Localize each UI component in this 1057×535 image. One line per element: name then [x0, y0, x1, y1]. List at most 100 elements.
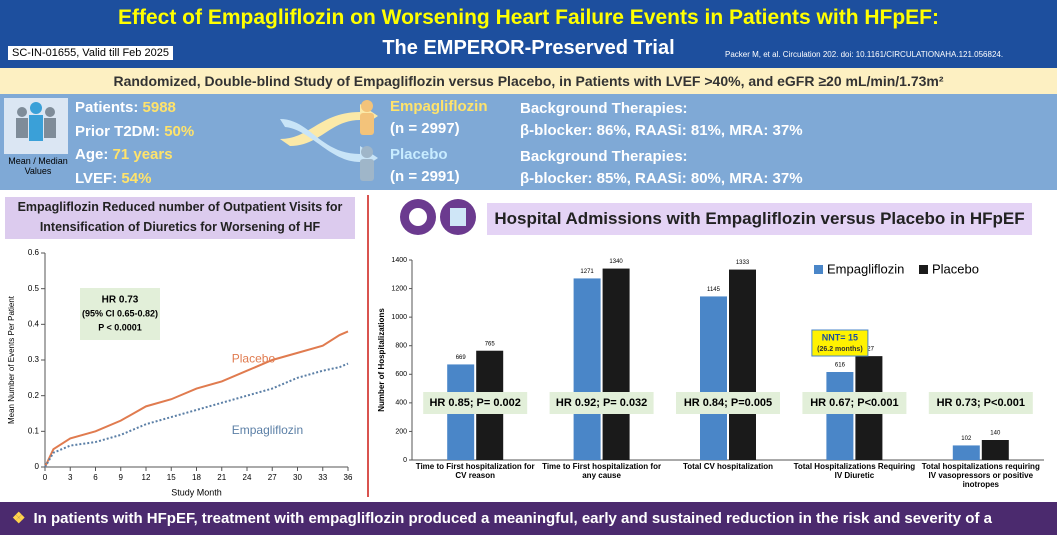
title-line: Effect of Empagliflozin on Worsening Hea… — [117, 6, 940, 29]
code: SC-IN-01655, Valid till Feb 2025 — [8, 46, 173, 60]
baseline-label: Patients: — [75, 99, 139, 116]
therapies-title: Background Therapies: — [520, 100, 688, 117]
baseline-icons — [4, 98, 378, 181]
x-tick-label: 30 — [293, 473, 302, 482]
hr-label: HR 0.92; P= 0.032 — [556, 397, 647, 409]
bar — [573, 278, 601, 460]
arrow — [280, 104, 378, 146]
legend-label: Placebo — [932, 261, 979, 276]
bar-value: 765 — [485, 341, 496, 347]
citation: Packer M, et al. Circulation 202. doi: 1… — [725, 50, 1004, 59]
x-tick-label: Total CV hospitalization — [682, 462, 774, 471]
x-tick-label: 9 — [119, 473, 124, 482]
bullet: ❖ — [12, 510, 26, 527]
x-tick-label: Total hospitalizations requiring IV vaso… — [921, 462, 1040, 489]
baseline-item: Patients: 5988 — [75, 96, 194, 120]
hr-box — [802, 392, 907, 414]
x-axis-label: Study Month — [171, 487, 222, 497]
x-tick-label-box: Time to First hospitalization for CV rea… — [415, 462, 535, 480]
line-chart: 00.10.20.30.40.50.60 3 6 9 12 15 18 21 24 27 30 33 3… — [7, 248, 353, 497]
bar-value: 1333 — [736, 260, 750, 266]
x-tick-label: 12 — [142, 473, 151, 482]
y-axis-label: Number of Hospitalizations — [377, 308, 386, 412]
study-design: Randomized, Double-blind Study of Empagl… — [0, 68, 1057, 94]
x-tick-label: 18 — [192, 473, 201, 482]
icon — [450, 208, 466, 226]
hr-box — [549, 392, 654, 414]
x-tick-label: Time to First hospitalization for any ca… — [542, 462, 662, 480]
y-tick-label: 400 — [395, 400, 407, 407]
bar — [729, 269, 756, 460]
hr-label: HR 0.73; P<0.001 — [937, 397, 1025, 409]
x-tick-label-box: Total Hospitalizations Requiring IV Diur… — [793, 462, 916, 480]
hr-label: HR 0.84; P=0.005 — [684, 397, 772, 409]
hospital-icons — [400, 199, 476, 235]
bar-value: 616 — [835, 363, 846, 369]
callout: (26.2 months) — [817, 346, 863, 353]
bar — [826, 372, 854, 460]
therapies: β-blocker: 86%, RAASi: 81%, MRA: 37% — [520, 122, 803, 139]
y-tick-label: 1200 — [391, 285, 407, 292]
y-tick-label: 0 — [35, 462, 40, 471]
therapies: β-blocker: 85%, RAASi: 80%, MRA: 37% — [520, 170, 803, 187]
y-tick-label: 0.5 — [28, 284, 40, 293]
bar-value: 727 — [864, 347, 875, 353]
y-tick-label: 0 — [403, 457, 407, 464]
y-tick-label: 800 — [395, 343, 407, 350]
people-icon — [16, 107, 56, 138]
x-tick-label-box: Time to First hospitalization for any ca… — [542, 462, 662, 480]
bar — [602, 268, 630, 460]
arm: Placebo (n = 2991) Background Therapies: β-… — [390, 146, 1050, 192]
x-tick-label: Time to First hospitalization for CV rea… — [415, 462, 535, 480]
chart-title: Empagliflozin Reduced number of Outpatie… — [5, 197, 355, 239]
annotation-box — [80, 288, 160, 340]
x-tick-label: Total Hospitalizations Requiring IV Diur… — [793, 462, 916, 480]
bar — [700, 296, 727, 460]
baseline-label: Age: — [75, 146, 109, 163]
arm-name: Empagliflozin — [390, 98, 488, 115]
baseline-value: 50% — [164, 122, 195, 140]
bar-value: 1145 — [707, 287, 721, 293]
callout-box — [811, 329, 869, 357]
series-line — [44, 330, 349, 468]
annotation: P < 0.0001 — [98, 322, 142, 332]
y-tick-label: 0.4 — [28, 319, 40, 328]
x-tick-label-box: Total hospitalizations requiring IV vaso… — [921, 462, 1040, 489]
y-axis-label: Mean Number of Events Per Patient — [7, 295, 16, 424]
arm: Empagliflozin (n = 2997) Background Therap… — [390, 98, 1050, 144]
bar-chart: 0 200 400 600 800 1000 1200 1400 Number of Hospi… — [377, 257, 1044, 489]
person-icon — [360, 146, 374, 181]
hr-box — [928, 392, 1033, 414]
icon — [409, 208, 427, 226]
y-tick-label: 1400 — [391, 257, 407, 264]
x-tick-label: 33 — [318, 473, 327, 482]
hr-label: HR 0.85; P= 0.002 — [429, 397, 520, 409]
bar — [952, 445, 980, 460]
bar-value: 102 — [961, 436, 972, 442]
x-tick-label-box: Total CV hospitalization — [682, 462, 774, 471]
hr-label: HR 0.67; P<0.001 — [810, 397, 898, 409]
bar-value: 1340 — [609, 259, 623, 265]
legend-swatch — [814, 265, 823, 274]
x-tick-label: 21 — [217, 473, 226, 482]
hr-box — [676, 392, 780, 414]
baseline-item: LVEF: 54% — [75, 167, 194, 191]
bar-value: 669 — [456, 355, 467, 361]
baseline-caption: Mean / Median Values — [8, 156, 68, 176]
footer-text: In patients with HFpEF, treatment with e… — [33, 510, 992, 527]
y-tick-label: 0.3 — [28, 355, 40, 364]
series-line — [44, 362, 349, 468]
baseline-list: Patients: 5988 Prior T2DM: 50% Age: 71 yea… — [75, 96, 194, 190]
callout: NNT= 15 — [822, 332, 858, 342]
people-icon — [29, 102, 43, 141]
bar-value: 140 — [990, 431, 1001, 437]
series-label: Empagliflozin — [232, 423, 303, 437]
divider — [367, 195, 369, 497]
y-tick-label: 0.2 — [28, 391, 40, 400]
baseline-label: Prior T2DM: — [75, 122, 161, 140]
arm-name: Placebo — [390, 146, 448, 163]
bar — [981, 440, 1009, 460]
x-tick-label: 27 — [268, 473, 277, 482]
arm-n: (n = 2997) — [390, 120, 460, 137]
